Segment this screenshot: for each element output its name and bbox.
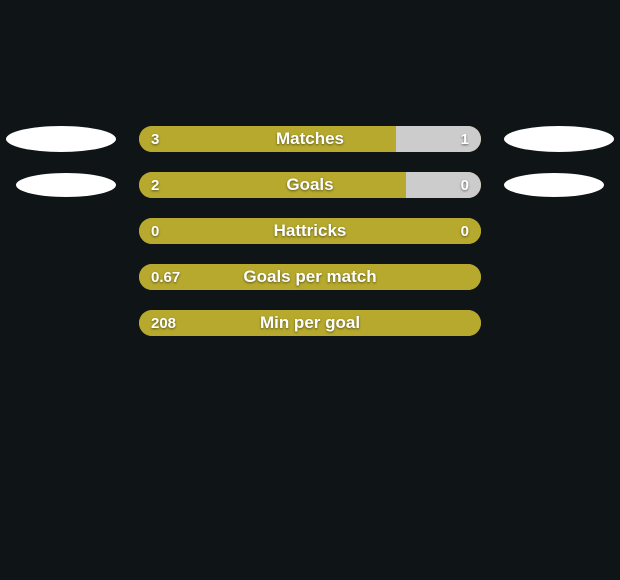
bar-left <box>139 264 481 290</box>
bar-left <box>139 126 396 152</box>
chart-row: Hattricks00 <box>0 208 620 254</box>
comparison-chart: Matches31 Goals20 Hattricks00 Goals per mat… <box>0 116 620 346</box>
bar-left <box>139 172 406 198</box>
chart-row: Min per goal208 <box>0 300 620 346</box>
player-left-ellipse <box>16 173 116 197</box>
chart-row: Goals per match0.67 <box>0 254 620 300</box>
player-right-ellipse <box>504 126 614 152</box>
bar-wrap: Hattricks00 <box>139 218 481 244</box>
chart-row: Goals20 <box>0 162 620 208</box>
bar-wrap: Goals20 <box>139 172 481 198</box>
chart-row: Matches31 <box>0 116 620 162</box>
bar-right <box>406 172 481 198</box>
player-right-ellipse <box>504 173 604 197</box>
bar-wrap: Matches31 <box>139 126 481 152</box>
bar-right <box>396 126 482 152</box>
bar-wrap: Goals per match0.67 <box>139 264 481 290</box>
bar-left <box>139 310 481 336</box>
bar-left <box>139 218 481 244</box>
player-left-ellipse <box>6 126 116 152</box>
bar-wrap: Min per goal208 <box>139 310 481 336</box>
